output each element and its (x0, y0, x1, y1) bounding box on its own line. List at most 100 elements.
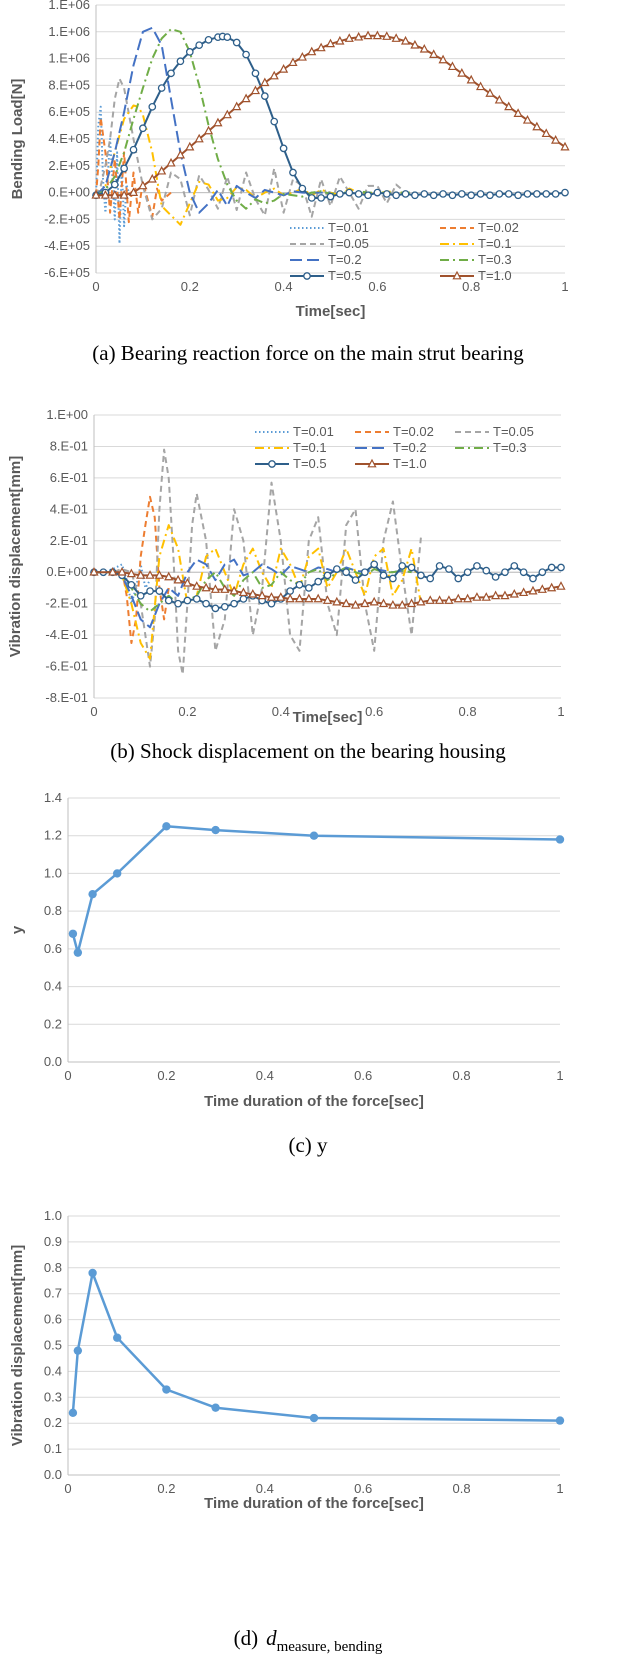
series-2 (95, 116, 172, 224)
data-point (250, 85, 261, 95)
data-point (136, 591, 145, 600)
data-point (382, 31, 392, 40)
data-point (547, 582, 557, 592)
data-point (139, 124, 147, 133)
data-point (354, 190, 363, 198)
data-point (167, 69, 175, 78)
data-point (204, 35, 213, 44)
data-point (407, 563, 416, 572)
data-point (486, 191, 494, 200)
data-point (289, 168, 297, 177)
data-point (392, 191, 401, 200)
series-8 (89, 566, 566, 609)
data-point (176, 57, 185, 66)
x-tick-label: 0.4 (272, 704, 290, 719)
data-point (317, 194, 325, 202)
x-tick-label: 1 (556, 1068, 563, 1083)
data-point (463, 593, 473, 603)
y-axis-label: Vibration displacement[mm] (9, 1245, 26, 1446)
data-point (429, 191, 438, 200)
x-tick-label: 0.4 (256, 1068, 274, 1083)
series-5 (95, 26, 331, 214)
data-point (555, 1416, 565, 1425)
y-tick-label: 0.1 (44, 1441, 62, 1456)
x-tick-label: 0.4 (256, 1481, 274, 1496)
data-point (420, 190, 429, 198)
data-point (406, 598, 417, 608)
legend-label: T=1.0 (393, 456, 427, 471)
caption-symbol: d (266, 1626, 277, 1650)
data-point (257, 590, 267, 600)
data-point (341, 598, 351, 608)
data-point (164, 596, 173, 605)
data-point (192, 595, 201, 603)
caption: (a) Bearing reaction force on the main s… (92, 341, 524, 365)
data-point (229, 585, 239, 595)
chart-1: -6.E+05 -4.E+05 -2.E+05 0.E+00 2.E+05 4.E+05 6… (9, 0, 570, 365)
y-tick-label: 2.E+05 (48, 158, 90, 173)
data-point (73, 1346, 83, 1355)
data-point (316, 42, 326, 52)
data-point (504, 190, 513, 198)
data-point (309, 1413, 319, 1423)
data-point (269, 70, 279, 80)
data-point (388, 599, 398, 609)
series-line (94, 566, 412, 613)
data-point (335, 35, 345, 45)
y-tick-label: -2.E-01 (45, 596, 88, 611)
data-point (547, 563, 556, 572)
x-tick-label: 0.8 (459, 704, 477, 719)
data-point (537, 584, 547, 593)
y-tick-label: 0.8 (44, 1260, 62, 1275)
data-point (445, 565, 453, 573)
data-point (183, 596, 192, 605)
data-point (304, 584, 313, 592)
data-point (533, 190, 541, 198)
data-point (514, 191, 522, 200)
series-6 (95, 28, 415, 210)
data-point (434, 595, 445, 604)
data-point (369, 596, 379, 606)
data-point (336, 190, 344, 198)
data-point (154, 570, 164, 579)
data-point (126, 568, 136, 578)
data-point (230, 599, 238, 608)
data-point (157, 165, 167, 175)
data-point (194, 133, 204, 143)
series-5 (94, 558, 412, 629)
y-tick-label: 0.9 (44, 1234, 62, 1249)
data-point (475, 81, 486, 91)
y-tick-label: 0.6 (44, 1312, 62, 1327)
data-point (220, 584, 230, 593)
data-point (295, 580, 304, 589)
x-tick-label: 0.8 (453, 1481, 471, 1496)
y-tick-label: 8.E-01 (50, 438, 88, 453)
x-tick-label: 0.6 (365, 704, 383, 719)
data-point (560, 141, 570, 151)
x-tick-label: 0 (64, 1481, 71, 1496)
data-point (223, 33, 232, 42)
data-point (419, 43, 429, 53)
data-point (108, 566, 118, 576)
series-line (95, 104, 415, 226)
legend-marker (367, 458, 377, 468)
y-axis-label: y (9, 925, 26, 934)
data-point (220, 602, 229, 611)
data-point (426, 574, 435, 583)
data-point (185, 48, 194, 56)
data-point (157, 84, 166, 92)
data-point (411, 191, 419, 200)
data-point (457, 190, 466, 198)
x-tick-label: 0 (90, 704, 97, 719)
data-point (248, 588, 258, 598)
data-point (100, 189, 110, 199)
legend-marker (452, 270, 462, 280)
x-tick-label: 0.6 (354, 1481, 372, 1496)
data-point (382, 190, 391, 198)
legend: T=0.01 T=0.02 T=0.05 T=0.1 T=0.2 T=0.3 T=0.5 T=… (290, 220, 519, 283)
series-line (95, 116, 172, 224)
data-point (155, 587, 164, 595)
data-point (391, 33, 401, 42)
data-point (73, 948, 83, 957)
caption: (b) Shock displacement on the bearing ho… (110, 739, 506, 763)
